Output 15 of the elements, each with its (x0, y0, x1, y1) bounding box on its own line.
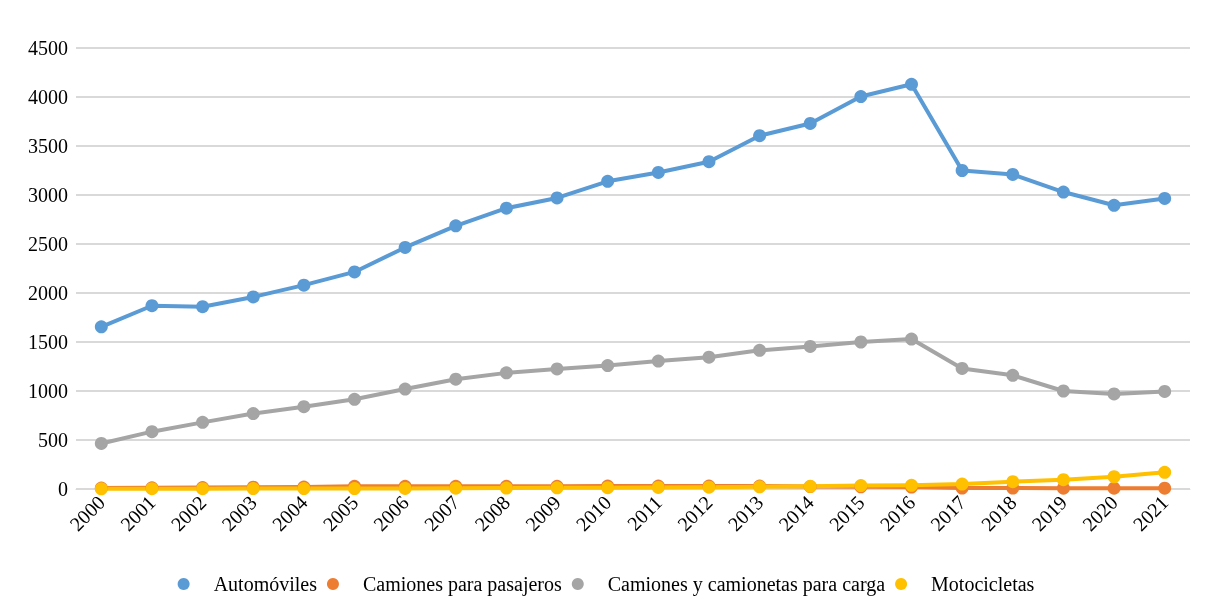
y-tick-label: 3000 (28, 184, 68, 206)
y-tick-label: 4500 (28, 37, 68, 59)
x-tick-label: 2011 (622, 491, 667, 535)
y-tick-label: 500 (38, 429, 68, 451)
y-tick-label: 1000 (28, 380, 68, 402)
legend-label: Camiones y camionetas para carga (607, 573, 886, 596)
legend-label: Automóviles (213, 573, 318, 595)
y-tick-label: 1500 (28, 331, 68, 353)
y-tick-label: 2000 (28, 282, 68, 304)
y-tick-label: 4000 (28, 86, 68, 108)
y-tick-label: 2500 (28, 233, 68, 255)
legend-label: Motocicletas (931, 573, 1035, 595)
legend-label: Camiones para pasajeros (362, 573, 562, 596)
y-tick-label: 3500 (28, 135, 68, 157)
y-tick-label: 0 (58, 478, 68, 500)
